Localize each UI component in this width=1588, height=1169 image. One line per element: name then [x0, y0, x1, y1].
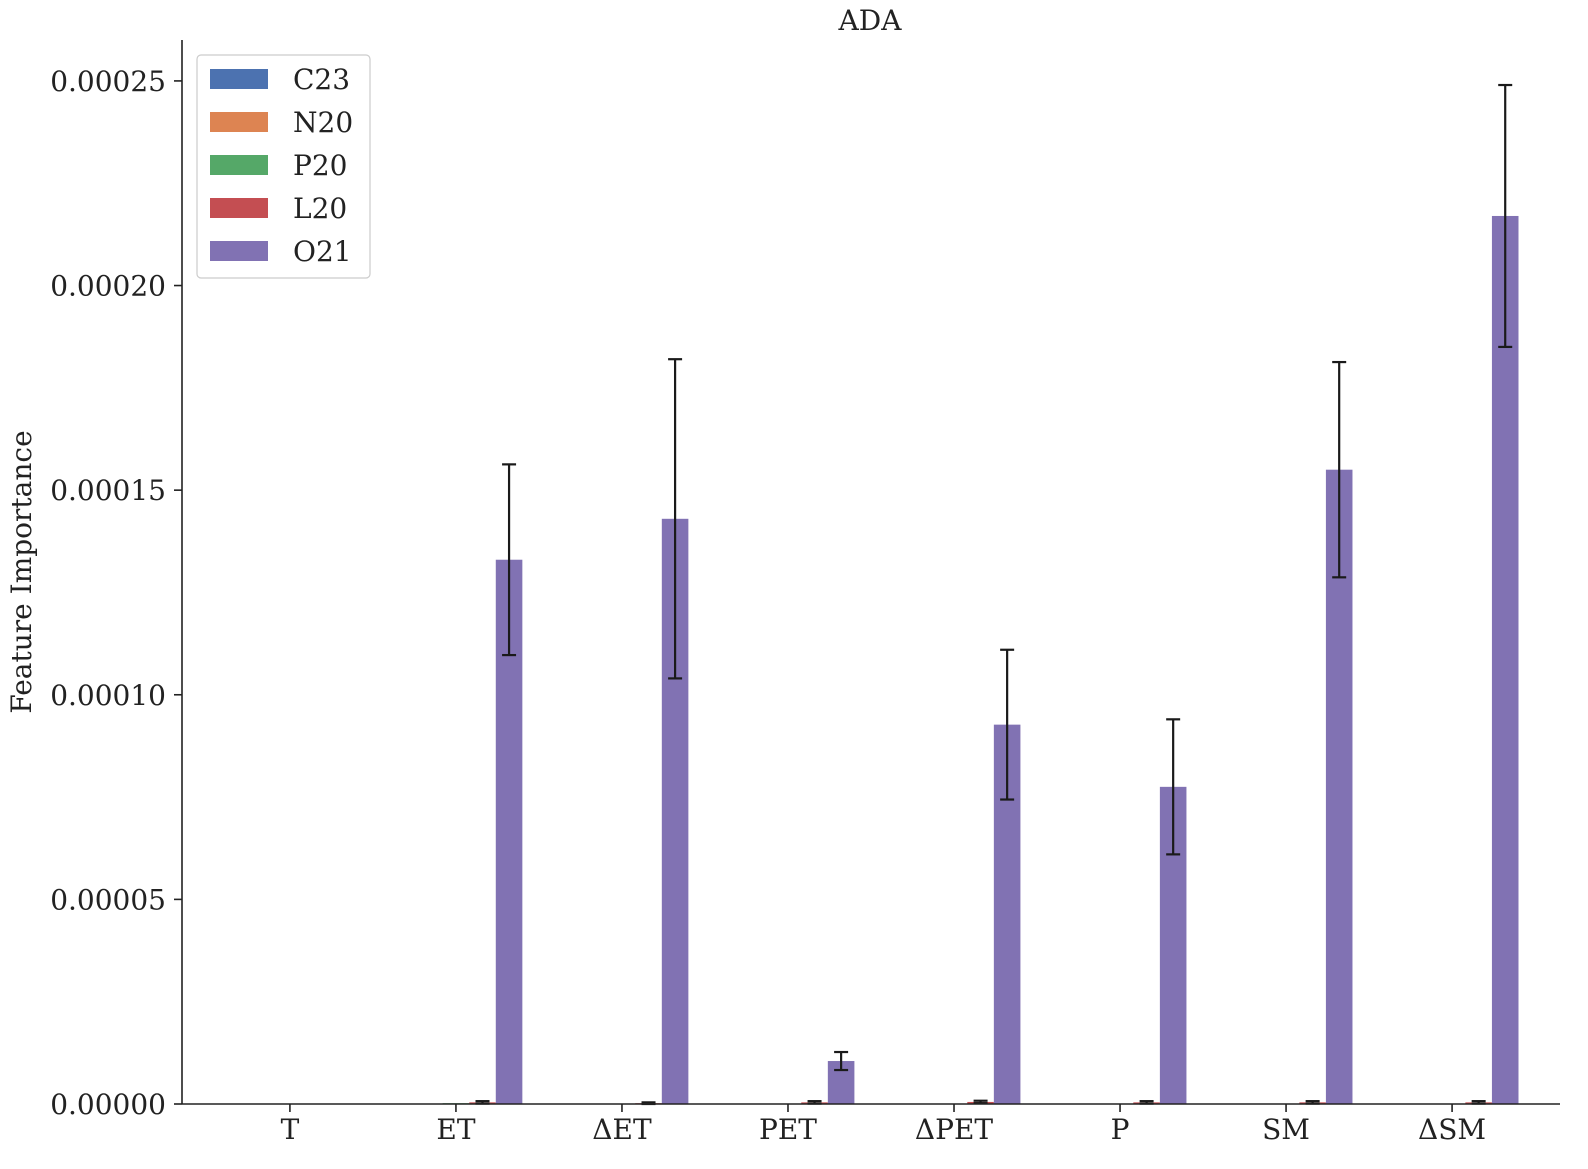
- plot-area: 0.00000 0.00005 0.00010 0.00015 0.00020 0.000…: [50, 40, 1560, 1146]
- x-tick-label-1: ET: [436, 1113, 475, 1146]
- x-tick-label-2: ΔET: [592, 1113, 652, 1146]
- y-axis-label: Feature Importance: [5, 430, 38, 713]
- legend-label-o21: O21: [293, 235, 352, 268]
- y-tick-label-2: 0.00010: [50, 679, 166, 712]
- y-tick-label-0: 0.00000: [50, 1088, 166, 1121]
- legend: C23 N20 P20 L20 O21: [196, 54, 371, 279]
- chart-title: ADA: [838, 4, 903, 37]
- y-tick-label-4: 0.00020: [50, 270, 166, 303]
- legend-swatch-n20: [210, 112, 268, 132]
- x-tick-label-7: ΔSM: [1418, 1113, 1486, 1146]
- legend-label-n20: N20: [293, 106, 353, 139]
- legend-swatch-o21: [210, 241, 268, 261]
- bar-o21-7: [1491, 215, 1519, 1104]
- legend-swatch-p20: [210, 155, 268, 175]
- x-tick-label-3: PET: [759, 1113, 817, 1146]
- legend-box: [196, 54, 371, 279]
- x-tick-label-6: SM: [1262, 1113, 1310, 1146]
- x-tick-label-0: T: [281, 1113, 300, 1146]
- legend-label-p20: P20: [293, 149, 347, 182]
- legend-label-c23: C23: [293, 63, 350, 96]
- legend-swatch-c23: [210, 69, 268, 89]
- y-tick-label-3: 0.00015: [50, 474, 166, 507]
- y-tick-label-5: 0.00025: [50, 65, 166, 98]
- legend-swatch-l20: [210, 198, 268, 218]
- legend-label-l20: L20: [293, 192, 347, 225]
- x-tick-label-4: ΔPET: [915, 1113, 994, 1146]
- y-tick-label-1: 0.00005: [50, 883, 166, 916]
- x-tick-label-5: P: [1111, 1113, 1130, 1146]
